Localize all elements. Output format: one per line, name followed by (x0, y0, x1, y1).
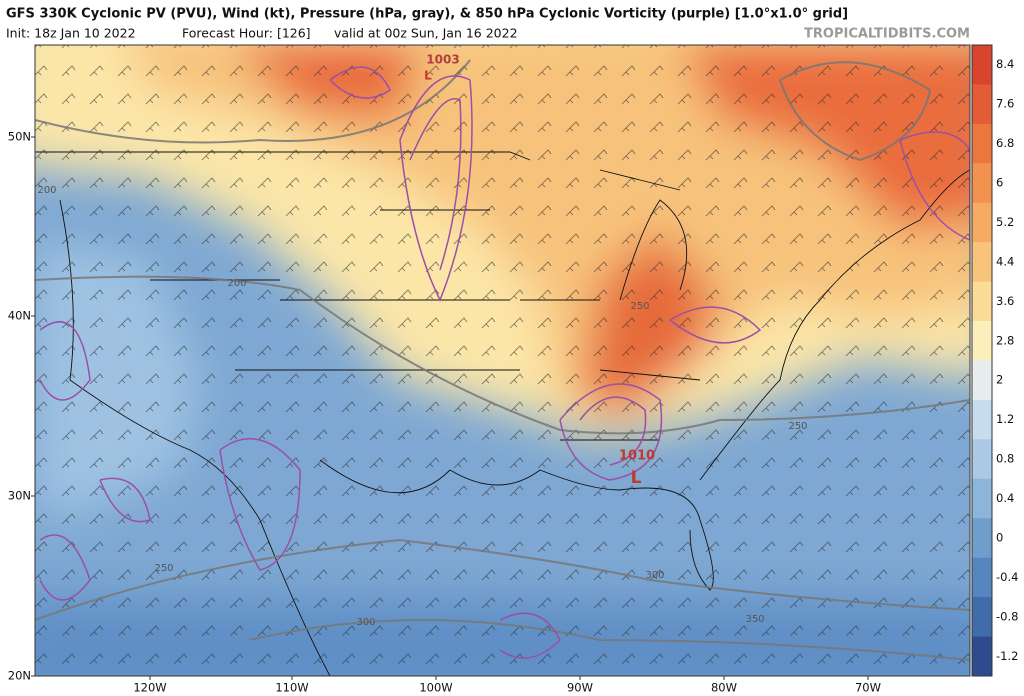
map (35, 45, 970, 676)
colorbar-label: 6 (996, 176, 1003, 190)
lat-label: 50N (8, 130, 31, 144)
colorbar-swatch (972, 45, 992, 85)
colorbar-label: -1.2 (996, 649, 1018, 663)
colorbar-label: 6.8 (996, 136, 1014, 150)
colorbar-label: 5.2 (996, 215, 1014, 229)
lon-label: 70W (855, 681, 881, 695)
contour-label: L (424, 69, 432, 83)
watermark: TROPICALTIDBITS.COM (804, 27, 970, 42)
colorbar-label: 0 (996, 530, 1003, 544)
contour-label: 300 (356, 617, 375, 628)
valid-time: valid at 00z Sun, Jan 16 2022 (334, 26, 518, 41)
colorbar-swatch (972, 202, 992, 243)
lat-label: 30N (8, 489, 31, 503)
colorbar-swatch (972, 557, 992, 598)
lon-label: 120W (133, 681, 166, 695)
lon-label: 110W (275, 681, 308, 695)
contour-label: 1003 (426, 53, 459, 67)
forecast-hour: Forecast Hour: [126] (182, 26, 311, 41)
init-time: Init: 18z Jan 10 2022 (6, 26, 136, 41)
contour-label: 1010 (619, 449, 655, 464)
contour-label: L (631, 468, 642, 488)
colorbar-swatch (972, 84, 992, 125)
colorbar-swatch (972, 518, 992, 559)
contour-label: 200 (227, 278, 246, 289)
colorbar-label: 3.6 (996, 294, 1014, 308)
contour-label: 350 (745, 614, 764, 625)
contour-label: 250 (630, 301, 649, 312)
colorbar-label: 4.4 (996, 254, 1014, 268)
colorbar-swatch (972, 321, 992, 361)
contour-label: 300 (645, 570, 664, 581)
contour-label: 200 (37, 185, 56, 196)
colorbar-swatch (972, 399, 992, 440)
title: GFS 330K Cyclonic PV (PVU), Wind (kt), P… (6, 7, 848, 22)
lon-label: 90W (567, 681, 593, 695)
colorbar-label: 7.6 (996, 97, 1014, 111)
colorbar-swatch (972, 163, 992, 204)
lat-label: 40N (8, 309, 31, 323)
colorbar-swatch (972, 597, 992, 638)
colorbar-swatch (972, 478, 992, 519)
colorbar-label: -0.4 (996, 570, 1018, 584)
colorbar-swatch (972, 281, 992, 322)
colorbar-label: 0.4 (996, 491, 1014, 505)
map-frame (34, 44, 971, 677)
lat-label: 20N (8, 669, 31, 683)
colorbar-swatch (972, 123, 992, 164)
colorbar-swatch (972, 242, 992, 283)
lon-label: 100W (419, 681, 452, 695)
colorbar-label: 1.2 (996, 412, 1014, 426)
colorbar-swatch (972, 439, 992, 480)
contour-label: 250 (788, 421, 807, 432)
lon-label: 80W (711, 681, 737, 695)
colorbar-swatch (972, 360, 992, 401)
colorbar-swatch (972, 636, 992, 677)
colorbar-label: 2.8 (996, 333, 1014, 347)
colorbar-label: 2 (996, 373, 1003, 387)
colorbar-label: 0.8 (996, 452, 1014, 466)
colorbar-label: 8.4 (996, 57, 1014, 71)
colorbar-label: -0.8 (996, 609, 1018, 623)
colorbar-frame (971, 44, 993, 677)
contour-label: 250 (154, 563, 173, 574)
